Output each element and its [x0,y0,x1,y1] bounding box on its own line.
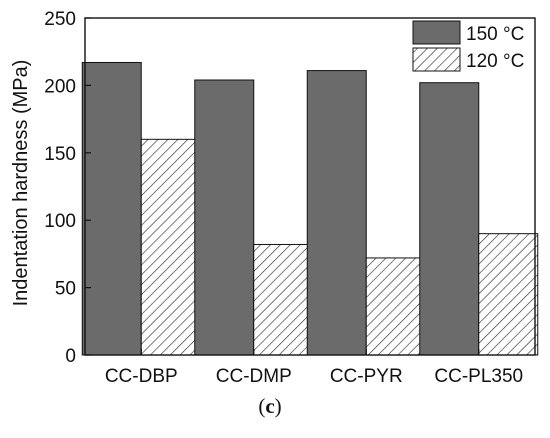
legend-label: 120 °C [466,51,524,72]
panel-label-close: ) [275,394,282,418]
y-tick-label: 0 [65,346,76,367]
x-tick-label: CC-DBP [105,366,178,387]
legend-swatch [412,20,461,45]
panel-label: (c) [258,394,281,418]
plot-frame [84,17,536,356]
bar-cc-dmp-150C [194,79,255,356]
panel-label-open: ( [258,394,265,418]
bar-cc-pl350-120C [478,233,539,356]
bar-cc-dbp-120C [140,138,201,356]
bars-layer [81,61,539,356]
x-tick-label: CC-PYR [330,366,403,387]
legend-label: 150 °C [466,24,524,45]
y-tick-label: 200 [44,76,76,97]
y-tick-label: 50 [55,279,76,300]
axes-layer: 0 50 100 150 200 250 CC-DBP CC-DMP CC-PYR CC-PL35… [44,9,536,387]
legend-swatch [412,47,461,72]
y-axis-title: Indentation hardness (MPa) [10,60,32,307]
bar-cc-pl350-150C [419,82,480,356]
y-tick-label: 100 [44,211,76,232]
legend: 150 °C 120 °C [412,20,524,72]
y-tick-label: 150 [44,144,76,165]
bar-cc-pyr-150C [306,70,367,356]
bar-cc-dmp-120C [253,243,314,356]
y-tick-label: 250 [44,9,76,30]
bar-cc-dbp-150C [81,61,142,356]
bar-cc-pyr-120C [365,257,426,356]
x-tick-label: CC-DMP [216,366,292,387]
x-tick-label: CC-PL350 [434,366,523,387]
panel-label-letter: c [265,394,274,418]
